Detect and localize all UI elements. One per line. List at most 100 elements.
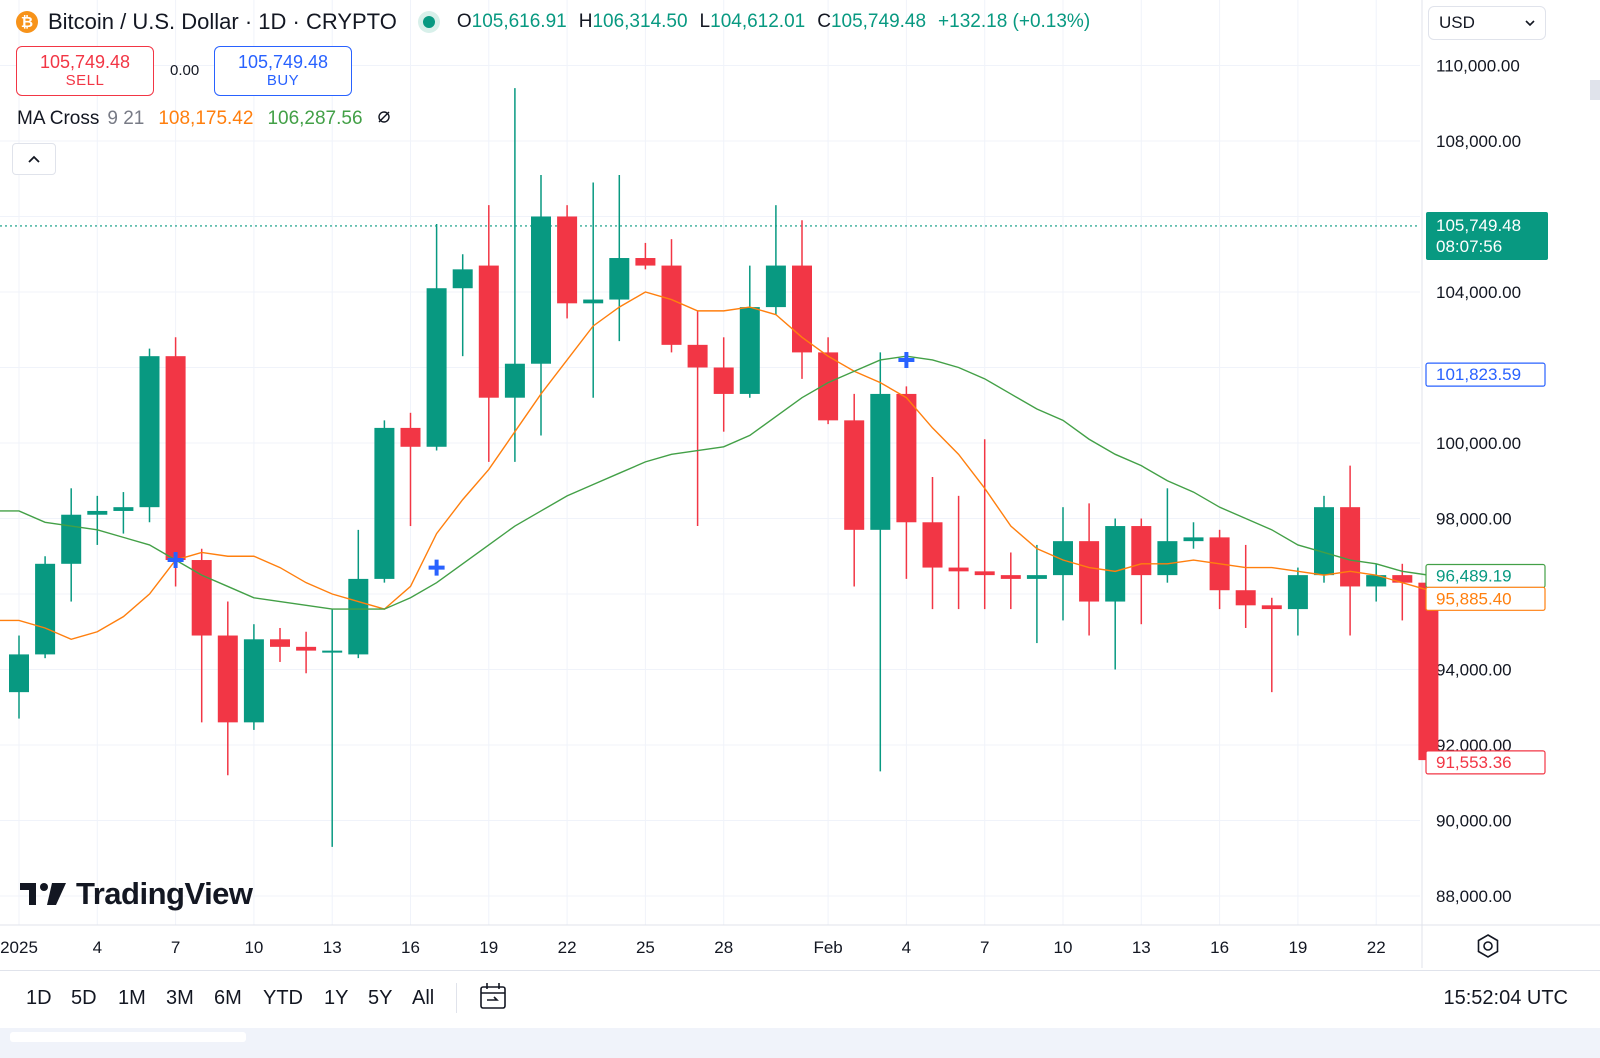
candle-body <box>113 507 134 511</box>
range-all-button[interactable]: All <box>412 987 435 1009</box>
candle-body <box>713 367 734 394</box>
x-tick-label: 7 <box>171 938 180 957</box>
high-value: 106,314.50 <box>592 11 688 32</box>
candle-body <box>974 571 995 576</box>
currency-value: USD <box>1439 13 1475 32</box>
candle-body <box>531 216 551 364</box>
candle-body <box>557 216 578 304</box>
range-1m-button[interactable]: 1M <box>118 987 146 1009</box>
bottom-panel-strip <box>0 1028 1600 1058</box>
candle-body <box>661 265 682 345</box>
y-tick-label: 98,000.00 <box>1436 510 1512 529</box>
last-candle-price-tag-label: 91,553.36 <box>1436 753 1512 772</box>
scale-handle[interactable] <box>1590 80 1600 100</box>
y-tick-label: 108,000.00 <box>1436 132 1521 151</box>
collapse-legend-button[interactable] <box>12 143 56 175</box>
candle-body <box>1340 507 1361 587</box>
candle-body <box>583 299 604 304</box>
open-value: 105,616.91 <box>471 11 567 32</box>
ma-cross-marker <box>428 559 445 576</box>
candle-body <box>243 639 264 723</box>
x-tick-label: 13 <box>1132 938 1151 957</box>
ma-cross-legend[interactable]: MA Cross 9 21 108,175.42 106,287.56 <box>17 108 391 130</box>
close-label: C <box>817 11 831 32</box>
candle-body <box>1026 575 1047 579</box>
candle-body <box>1314 507 1334 576</box>
ma-fast-value: 108,175.42 <box>158 108 254 129</box>
ma-slow-line <box>0 355 1429 610</box>
y-tick-label: 90,000.00 <box>1436 812 1512 831</box>
sell-price: 105,749.48 <box>39 51 131 72</box>
candle-body <box>9 654 29 693</box>
ma-fast-line <box>0 291 1429 641</box>
x-tick-label: 4 <box>93 938 102 957</box>
indicator-params: 9 21 <box>107 108 145 129</box>
sell-label: SELL <box>65 71 105 89</box>
candle-body <box>739 307 760 394</box>
x-tick-label: 19 <box>1288 938 1307 957</box>
candle-body <box>1000 575 1021 579</box>
range-1y-button[interactable]: 1Y <box>324 987 349 1009</box>
close-value: 105,749.48 <box>830 11 927 32</box>
candle-body <box>61 514 82 564</box>
candle-body <box>322 650 343 653</box>
open-label: O <box>456 11 472 32</box>
low-value: 104,612.01 <box>710 11 806 32</box>
panel-handle[interactable] <box>10 1032 246 1042</box>
candle-body <box>1131 526 1152 576</box>
x-tick-label: 4 <box>902 938 911 957</box>
crosshair-price-tag <box>1425 362 1546 387</box>
y-tick-label: 100,000.00 <box>1436 434 1521 453</box>
spread-value: 0.00 <box>170 62 200 79</box>
candle-body <box>504 363 525 398</box>
settings-icon[interactable] <box>1476 934 1500 958</box>
chart-header: ₿ Bitcoin / U.S. Dollar · 1D · CRYPTO O1… <box>16 8 1090 36</box>
y-tick-label: 104,000.00 <box>1436 283 1521 302</box>
utc-clock[interactable]: 15:52:04 UTC <box>1443 987 1568 1009</box>
candle-body <box>896 393 917 523</box>
range-5y-button[interactable]: 5Y <box>368 987 393 1009</box>
last-price-tag-label: 105,749.48 <box>1436 216 1521 235</box>
x-tick-label: 28 <box>714 938 733 957</box>
candle-body <box>217 635 238 723</box>
y-tick-label: 88,000.00 <box>1436 887 1512 906</box>
low-label: L <box>699 11 711 32</box>
candle-body <box>1183 537 1204 542</box>
symbol-title[interactable]: Bitcoin / U.S. Dollar · 1D · CRYPTO <box>48 9 397 34</box>
high-label: H <box>578 11 593 32</box>
sell-button[interactable]: 105,749.48 SELL <box>16 46 154 96</box>
x-tick-label: 10 <box>1054 938 1073 957</box>
tradingview-logo: TradingView <box>20 876 253 912</box>
calendar-range-icon[interactable] <box>478 981 508 1011</box>
x-tick-label: 10 <box>244 938 263 957</box>
candle-body <box>635 258 656 266</box>
range-1d-button[interactable]: 1D <box>26 987 52 1009</box>
ma-cross-marker <box>898 351 915 368</box>
candle-body <box>478 265 499 398</box>
candle-body <box>165 356 186 561</box>
range-5d-button[interactable]: 5D <box>71 987 97 1009</box>
range-6m-button[interactable]: 6M <box>214 987 242 1009</box>
candle-body <box>400 427 421 447</box>
candle-body <box>687 344 708 368</box>
candle-body <box>426 288 447 447</box>
x-tick-label: 16 <box>401 938 420 957</box>
currency-select[interactable]: USD <box>1428 6 1546 40</box>
candle-body <box>792 265 812 353</box>
range-ytd-button[interactable]: YTD <box>263 987 303 1009</box>
candle-body <box>191 560 212 636</box>
indicator-name: MA Cross <box>17 108 100 129</box>
candle-body <box>139 356 160 508</box>
ma-cross-marker <box>167 552 184 569</box>
x-tick-label: Feb <box>813 938 842 957</box>
x-tick-label: 2025 <box>0 938 38 957</box>
change-value: +132.18 (+0.13%) <box>938 11 1091 32</box>
ma-fast-price-tag <box>1425 586 1546 611</box>
y-tick-label: 94,000.00 <box>1436 661 1512 680</box>
chevron-up-icon <box>28 155 40 163</box>
eye-off-icon[interactable] <box>377 108 391 130</box>
x-tick-label: 16 <box>1210 938 1229 957</box>
range-3m-button[interactable]: 3M <box>166 987 194 1009</box>
buy-button[interactable]: 105,749.48 BUY <box>214 46 352 96</box>
